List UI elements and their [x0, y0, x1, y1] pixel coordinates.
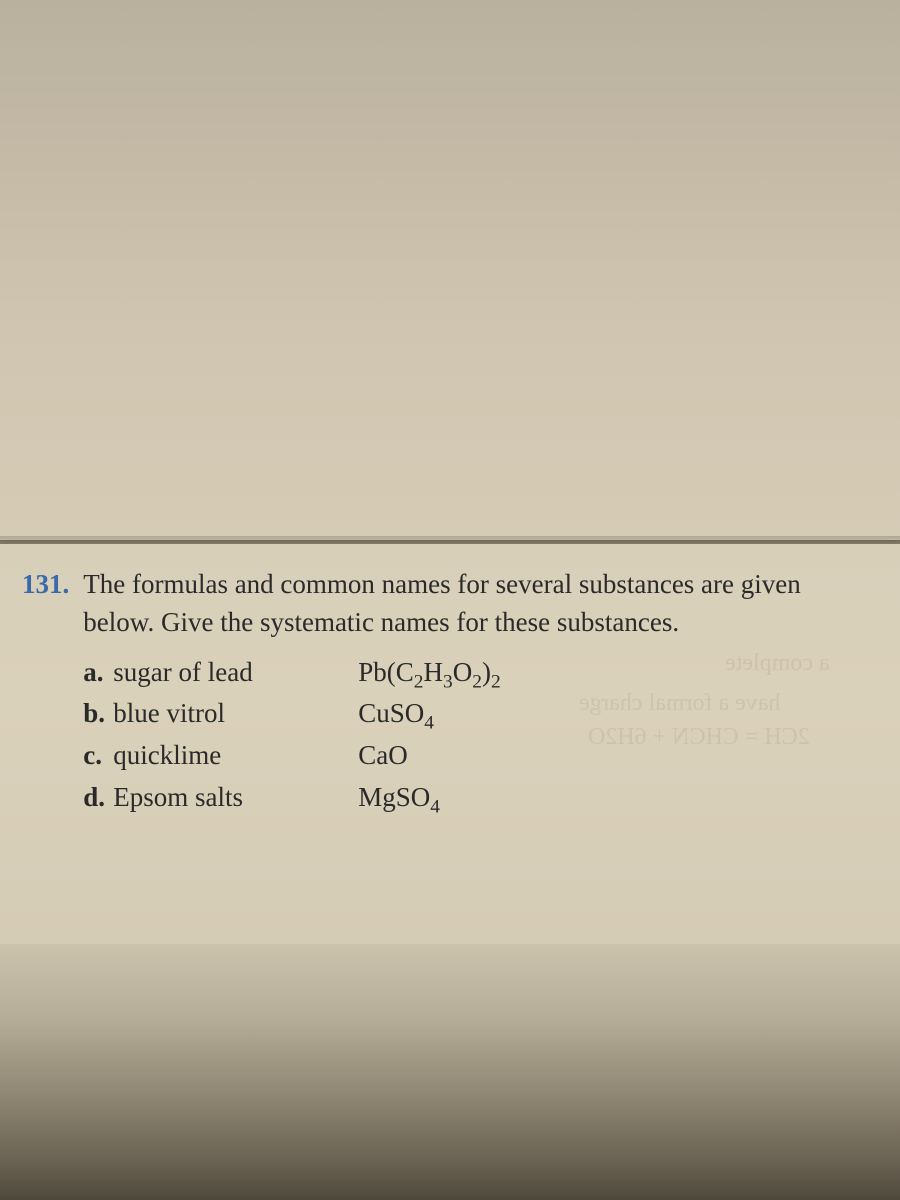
- item-formula: CaO: [358, 735, 872, 777]
- paper-upper-region: [0, 0, 900, 540]
- item-row: d. Epsom salts MgSO4: [83, 777, 872, 819]
- item-formula: CuSO4: [358, 693, 872, 735]
- question-block: 131. The formulas and common names for s…: [22, 566, 872, 819]
- item-letter: b.: [83, 693, 113, 735]
- question-body: The formulas and common names for severa…: [83, 566, 872, 819]
- prompt-line-1: The formulas and common names for severa…: [83, 569, 734, 599]
- item-common-name: sugar of lead: [113, 652, 358, 694]
- paper-content-region: 131. The formulas and common names for s…: [0, 544, 900, 944]
- item-row: b. blue vitrol CuSO4: [83, 693, 872, 735]
- paper-lower-shadow: [0, 944, 900, 1200]
- item-letter: c.: [83, 735, 113, 777]
- item-row: c. quicklime CaO: [83, 735, 872, 777]
- item-letter: d.: [83, 777, 113, 819]
- question-number: 131.: [22, 566, 69, 602]
- question-prompt: The formulas and common names for severa…: [83, 566, 872, 642]
- item-letter: a.: [83, 652, 113, 694]
- item-common-name: blue vitrol: [113, 693, 358, 735]
- item-row: a. sugar of lead Pb(C2H3O2)2: [83, 652, 872, 694]
- items-list: a. sugar of lead Pb(C2H3O2)2 b. blue vit…: [83, 652, 872, 819]
- item-common-name: Epsom salts: [113, 777, 358, 819]
- photo-background: 131. The formulas and common names for s…: [0, 0, 900, 1200]
- paper-fold-line: [0, 536, 900, 544]
- item-formula: Pb(C2H3O2)2: [358, 652, 872, 694]
- item-formula: MgSO4: [358, 777, 872, 819]
- item-common-name: quicklime: [113, 735, 358, 777]
